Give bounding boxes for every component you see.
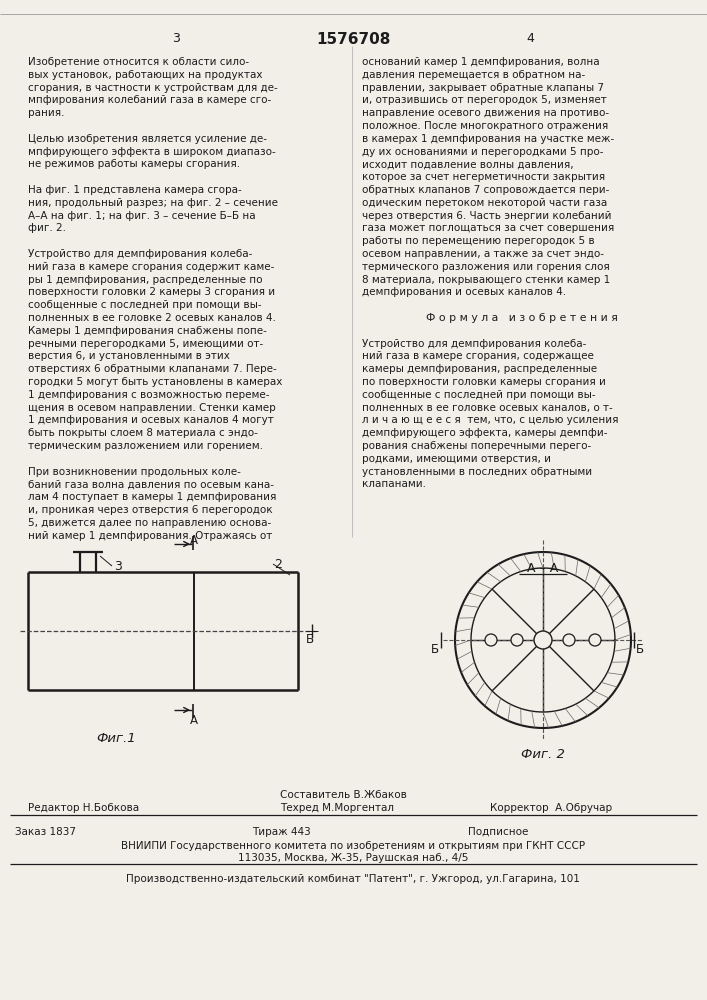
Text: речными перегородками 5, имеющими от-: речными перегородками 5, имеющими от- xyxy=(28,339,263,349)
Text: ры 1 демпфирования, распределенные по: ры 1 демпфирования, распределенные по xyxy=(28,275,262,285)
Text: Б: Б xyxy=(306,633,314,646)
Text: демпфирования и осевых каналов 4.: демпфирования и осевых каналов 4. xyxy=(362,287,566,297)
Text: исходит подавление волны давления,: исходит подавление волны давления, xyxy=(362,159,573,169)
Text: термическим разложением или горением.: термическим разложением или горением. xyxy=(28,441,263,451)
Text: мпфирования колебаний газа в камере сго-: мпфирования колебаний газа в камере сго- xyxy=(28,95,271,105)
Text: Техред М.Моргентал: Техред М.Моргентал xyxy=(280,803,394,813)
Text: ВНИИПИ Государственного комитета по изобретениям и открытиям при ГКНТ СССР: ВНИИПИ Государственного комитета по изоб… xyxy=(121,841,585,851)
Text: 1 демпфирования и осевых каналов 4 могут: 1 демпфирования и осевых каналов 4 могут xyxy=(28,415,274,425)
Text: А–А на фиг. 1; на фиг. 3 – сечение Б–Б на: А–А на фиг. 1; на фиг. 3 – сечение Б–Б н… xyxy=(28,211,256,221)
Text: Б: Б xyxy=(636,643,644,656)
Text: родками, имеющими отверстия, и: родками, имеющими отверстия, и xyxy=(362,454,551,464)
Text: л и ч а ю щ е е с я  тем, что, с целью усиления: л и ч а ю щ е е с я тем, что, с целью ус… xyxy=(362,415,619,425)
Text: рования снабжены поперечными перего-: рования снабжены поперечными перего- xyxy=(362,441,591,451)
Text: правлении, закрывает обратные клапаны 7: правлении, закрывает обратные клапаны 7 xyxy=(362,83,604,93)
Text: 1576708: 1576708 xyxy=(316,32,390,47)
Text: А – А: А – А xyxy=(527,562,559,575)
Text: Редактор Н.Бобкова: Редактор Н.Бобкова xyxy=(28,803,139,813)
Text: давления перемещается в обратном на-: давления перемещается в обратном на- xyxy=(362,70,585,80)
Text: 113035, Москва, Ж-35, Раушская наб., 4/5: 113035, Москва, Ж-35, Раушская наб., 4/5 xyxy=(238,853,468,863)
Text: мпфирующего эффекта в широком диапазо-: мпфирующего эффекта в широком диапазо- xyxy=(28,147,276,157)
Text: камеры демпфирования, распределенные: камеры демпфирования, распределенные xyxy=(362,364,597,374)
Text: На фиг. 1 представлена камера сгора-: На фиг. 1 представлена камера сгора- xyxy=(28,185,242,195)
Text: по поверхности головки камеры сгорания и: по поверхности головки камеры сгорания и xyxy=(362,377,606,387)
Text: Устройство для демпфирования колеба-: Устройство для демпфирования колеба- xyxy=(28,249,252,259)
Text: установленными в последних обратными: установленными в последних обратными xyxy=(362,467,592,477)
Text: Фиг. 2: Фиг. 2 xyxy=(521,748,565,761)
Text: фиг. 2.: фиг. 2. xyxy=(28,223,66,233)
Text: положное. После многократного отражения: положное. После многократного отражения xyxy=(362,121,608,131)
Text: верстия 6, и установленными в этих: верстия 6, и установленными в этих xyxy=(28,351,230,361)
Text: оснований камер 1 демпфирования, волна: оснований камер 1 демпфирования, волна xyxy=(362,57,600,67)
Text: которое за счет негерметичности закрытия: которое за счет негерметичности закрытия xyxy=(362,172,605,182)
Text: 1 демпфирования с возможностью переме-: 1 демпфирования с возможностью переме- xyxy=(28,390,269,400)
Text: 8 материала, покрывающего стенки камер 1: 8 материала, покрывающего стенки камер 1 xyxy=(362,275,610,285)
Text: обратных клапанов 7 сопровождается пери-: обратных клапанов 7 сопровождается пери- xyxy=(362,185,609,195)
Circle shape xyxy=(563,634,575,646)
Text: Тираж 443: Тираж 443 xyxy=(252,827,311,837)
Text: Составитель В.Жбаков: Составитель В.Жбаков xyxy=(280,790,407,800)
Text: щения в осевом направлении. Стенки камер: щения в осевом направлении. Стенки камер xyxy=(28,403,276,413)
Text: Целью изобретения является усиление де-: Целью изобретения является усиление де- xyxy=(28,134,267,144)
Text: ний газа в камере сгорания, содержащее: ний газа в камере сгорания, содержащее xyxy=(362,351,594,361)
Circle shape xyxy=(485,634,497,646)
Text: не режимов работы камеры сгорания.: не режимов работы камеры сгорания. xyxy=(28,159,240,169)
Text: ний камер 1 демпфирования. Отражаясь от: ний камер 1 демпфирования. Отражаясь от xyxy=(28,531,272,541)
Text: полненных в ее головке 2 осевых каналов 4.: полненных в ее головке 2 осевых каналов … xyxy=(28,313,276,323)
Text: демпфирующего эффекта, камеры демпфи-: демпфирующего эффекта, камеры демпфи- xyxy=(362,428,607,438)
Text: полненных в ее головке осевых каналов, о т-: полненных в ее головке осевых каналов, о… xyxy=(362,403,613,413)
Text: Камеры 1 демпфирования снабжены попе-: Камеры 1 демпфирования снабжены попе- xyxy=(28,326,267,336)
Text: сообщенные с последней при помощи вы-: сообщенные с последней при помощи вы- xyxy=(362,390,595,400)
Circle shape xyxy=(589,634,601,646)
Text: через отверстия 6. Часть энергии колебаний: через отверстия 6. Часть энергии колебан… xyxy=(362,211,612,221)
Text: А: А xyxy=(190,714,198,727)
Text: городки 5 могут быть установлены в камерах: городки 5 могут быть установлены в камер… xyxy=(28,377,282,387)
Text: Производственно-издательский комбинат "Патент", г. Ужгород, ул.Гагарина, 101: Производственно-издательский комбинат "П… xyxy=(126,874,580,884)
Text: и, отразившись от перегородок 5, изменяет: и, отразившись от перегородок 5, изменяе… xyxy=(362,95,607,105)
Text: Подписное: Подписное xyxy=(468,827,528,837)
Text: Б: Б xyxy=(431,643,439,656)
Text: баний газа волна давления по осевым кана-: баний газа волна давления по осевым кана… xyxy=(28,479,274,489)
Text: сгорания, в частности к устройствам для де-: сгорания, в частности к устройствам для … xyxy=(28,83,278,93)
Text: в камерах 1 демпфирования на участке меж-: в камерах 1 демпфирования на участке меж… xyxy=(362,134,614,144)
Text: Корректор  А.Обручар: Корректор А.Обручар xyxy=(490,803,612,813)
Text: Изобретение относится к области сило-: Изобретение относится к области сило- xyxy=(28,57,249,67)
Text: газа может поглощаться за счет совершения: газа может поглощаться за счет совершени… xyxy=(362,223,614,233)
Text: ний газа в камере сгорания содержит каме-: ний газа в камере сгорания содержит каме… xyxy=(28,262,274,272)
Text: Заказ 1837: Заказ 1837 xyxy=(15,827,76,837)
Text: 4: 4 xyxy=(526,32,534,45)
Text: Фиг.1: Фиг.1 xyxy=(96,732,136,745)
Text: 2: 2 xyxy=(274,558,282,571)
Text: одическим перетоком некоторой части газа: одическим перетоком некоторой части газа xyxy=(362,198,607,208)
Text: ния, продольный разрез; на фиг. 2 – сечение: ния, продольный разрез; на фиг. 2 – сече… xyxy=(28,198,278,208)
Text: сообщенные с последней при помощи вы-: сообщенные с последней при помощи вы- xyxy=(28,300,262,310)
Text: поверхности головки 2 камеры 3 сгорания и: поверхности головки 2 камеры 3 сгорания … xyxy=(28,287,275,297)
Text: лам 4 поступает в камеры 1 демпфирования: лам 4 поступает в камеры 1 демпфирования xyxy=(28,492,276,502)
Text: А: А xyxy=(190,534,198,547)
Circle shape xyxy=(511,634,523,646)
Text: отверстиях 6 обратными клапанами 7. Пере-: отверстиях 6 обратными клапанами 7. Пере… xyxy=(28,364,276,374)
Text: 3: 3 xyxy=(114,560,122,573)
Text: ду их основаниями и перегородками 5 про-: ду их основаниями и перегородками 5 про- xyxy=(362,147,604,157)
Text: направление осевого движения на противо-: направление осевого движения на противо- xyxy=(362,108,609,118)
Text: и, проникая через отверстия 6 перегородок: и, проникая через отверстия 6 перегородо… xyxy=(28,505,273,515)
Text: Устройство для демпфирования колеба-: Устройство для демпфирования колеба- xyxy=(362,339,586,349)
Text: осевом направлении, а также за счет эндо-: осевом направлении, а также за счет эндо… xyxy=(362,249,604,259)
Text: работы по перемещению перегородок 5 в: работы по перемещению перегородок 5 в xyxy=(362,236,595,246)
Text: рания.: рания. xyxy=(28,108,64,118)
Text: При возникновении продольных коле-: При возникновении продольных коле- xyxy=(28,467,241,477)
Text: термического разложения или горения слоя: термического разложения или горения слоя xyxy=(362,262,609,272)
Text: быть покрыты слоем 8 материала с эндо-: быть покрыты слоем 8 материала с эндо- xyxy=(28,428,258,438)
Text: 3: 3 xyxy=(172,32,180,45)
Circle shape xyxy=(534,631,552,649)
Text: вых установок, работающих на продуктах: вых установок, работающих на продуктах xyxy=(28,70,262,80)
Text: Ф о р м у л а   и з о б р е т е н и я: Ф о р м у л а и з о б р е т е н и я xyxy=(426,313,618,323)
Text: 5, движется далее по направлению основа-: 5, движется далее по направлению основа- xyxy=(28,518,271,528)
Text: клапанами.: клапанами. xyxy=(362,479,426,489)
